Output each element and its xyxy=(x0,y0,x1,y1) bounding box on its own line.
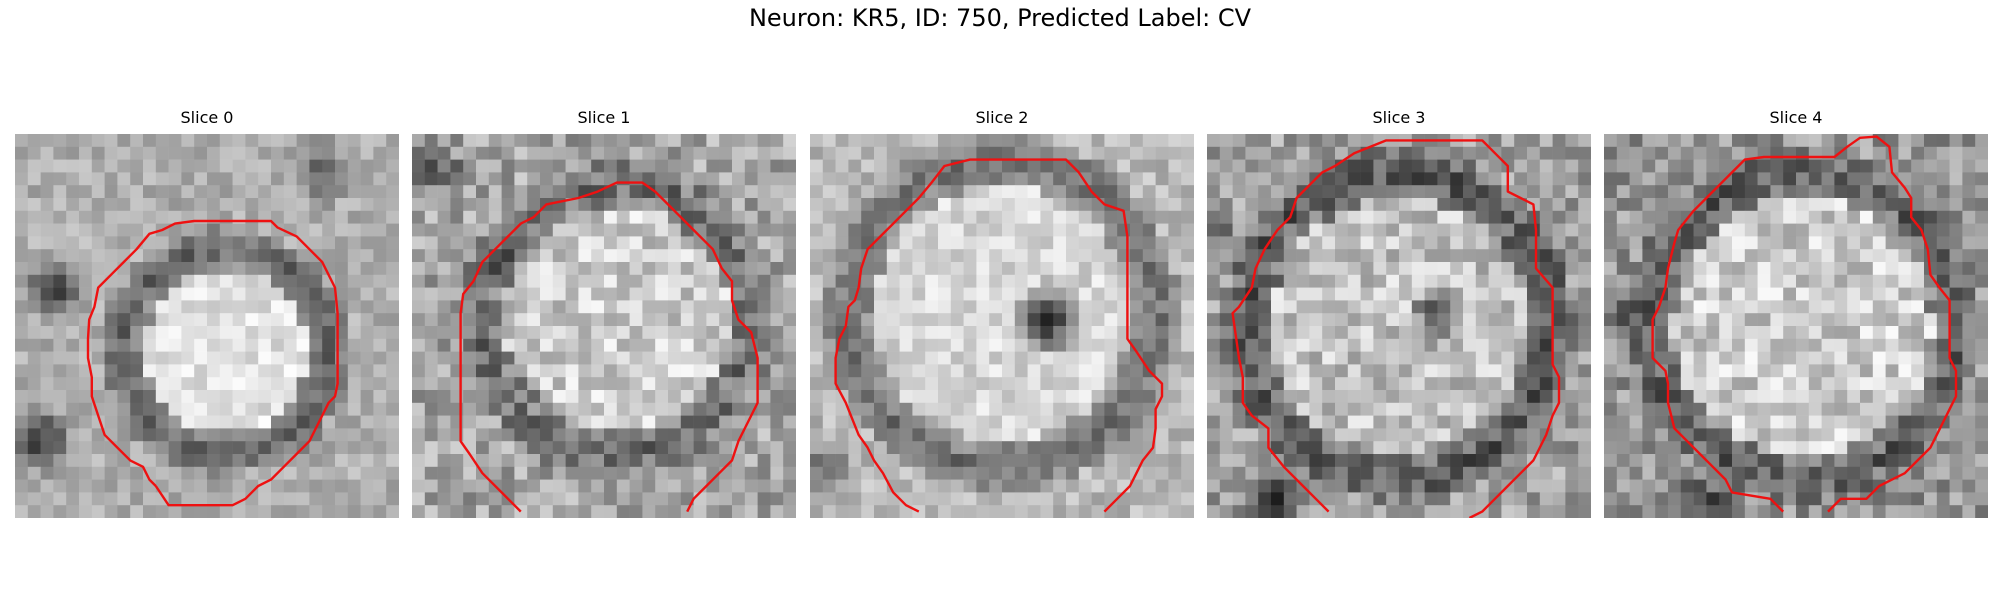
slice-image-0 xyxy=(15,134,399,518)
slice-panel-2: Slice 2 xyxy=(810,108,1194,518)
slice-panel-4: Slice 4 xyxy=(1604,108,1988,518)
slice-panel-3: Slice 3 xyxy=(1207,108,1591,518)
slice-title-0: Slice 0 xyxy=(15,108,399,127)
slice-image-4 xyxy=(1604,134,1988,518)
slice-panel-1: Slice 1 xyxy=(412,108,796,518)
slice-image-2 xyxy=(810,134,1194,518)
slice-title-3: Slice 3 xyxy=(1207,108,1591,127)
slice-image-3 xyxy=(1207,134,1591,518)
figure-title: Neuron: KR5, ID: 750, Predicted Label: C… xyxy=(0,4,2000,32)
slice-title-4: Slice 4 xyxy=(1604,108,1988,127)
slice-title-2: Slice 2 xyxy=(810,108,1194,127)
slice-title-1: Slice 1 xyxy=(412,108,796,127)
slice-image-1 xyxy=(412,134,796,518)
slice-panel-0: Slice 0 xyxy=(15,108,399,518)
